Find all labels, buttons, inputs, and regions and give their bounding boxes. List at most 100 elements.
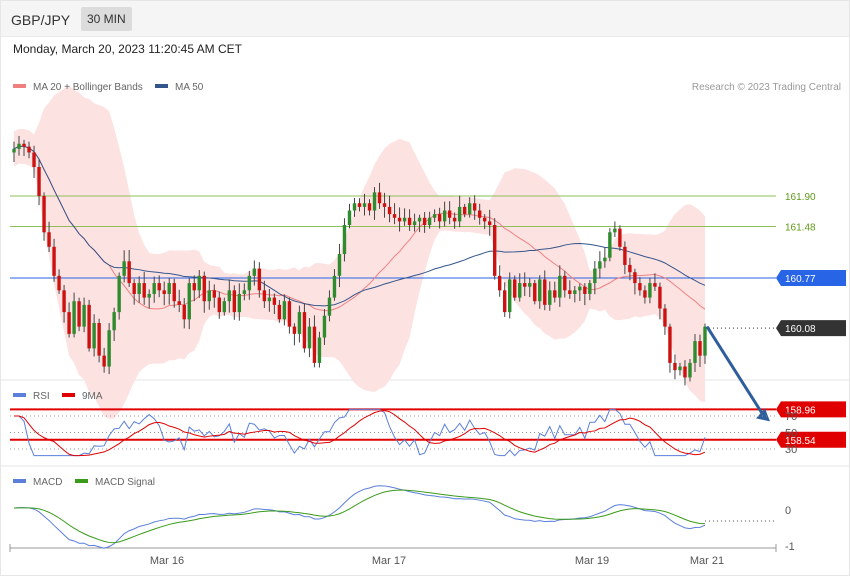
- macd-panel: 0 -1: [13, 485, 795, 553]
- candle-body: [207, 290, 211, 302]
- candle-body: [227, 290, 232, 302]
- candle-body: [528, 283, 532, 287]
- candle-body: [563, 275, 567, 291]
- candle-body: [42, 196, 46, 233]
- x-axis-label: Mar 16: [150, 555, 184, 567]
- candle-body: [152, 283, 156, 294]
- candle-body: [407, 217, 412, 226]
- candle-body: [553, 290, 557, 298]
- candle-body: [312, 326, 317, 363]
- candle-body: [272, 297, 277, 305]
- candle-body: [27, 146, 31, 153]
- candle-body: [287, 301, 292, 327]
- macd-signal-line: [13, 489, 706, 544]
- candle-body: [112, 312, 116, 331]
- candle-body: [387, 206, 392, 215]
- candle-body: [92, 322, 96, 349]
- legend-macd-label: MACD: [33, 477, 62, 488]
- last-price-label: 160.08: [785, 324, 816, 335]
- candle-body: [397, 217, 402, 222]
- candle-body: [482, 217, 487, 222]
- candle-body: [142, 283, 146, 298]
- candle-body: [127, 261, 131, 284]
- candle-body: [217, 297, 221, 313]
- candle-body: [518, 283, 522, 298]
- candle-body: [487, 221, 492, 226]
- candle-body: [603, 257, 607, 262]
- legend-swatch-macd-signal: [75, 479, 88, 483]
- candle-body: [508, 279, 512, 313]
- candle-body: [322, 315, 327, 338]
- candle-body: [648, 283, 652, 298]
- candle-body: [237, 293, 242, 313]
- candle-body: [262, 290, 267, 302]
- candle-body: [513, 279, 517, 298]
- candle-body: [317, 337, 322, 363]
- pivot-price-label: 160.77: [785, 274, 816, 285]
- candle-body: [37, 166, 41, 197]
- candle-body: [187, 283, 191, 320]
- candle-body: [22, 143, 26, 147]
- macd-tick-label: -1: [785, 541, 795, 553]
- candle-body: [523, 283, 527, 287]
- candle-body: [302, 312, 307, 349]
- support-price-label: 158.54: [785, 436, 816, 447]
- candle-body: [432, 214, 437, 218]
- legend-swatch-rsi: [13, 393, 26, 397]
- support-price-tag: [776, 431, 846, 448]
- pivot-price-tag: [776, 270, 846, 286]
- candle-body: [568, 290, 572, 294]
- candle-body: [267, 297, 272, 302]
- candle-body: [162, 290, 166, 294]
- legend-rsi-ma-label: 9MA: [82, 391, 103, 402]
- candle-body: [132, 283, 136, 294]
- candle-body: [367, 203, 372, 211]
- candle-body: [457, 206, 462, 222]
- rsi-line: [14, 408, 706, 457]
- candle-body: [197, 275, 201, 291]
- candle-body: [282, 301, 287, 320]
- candle-body: [422, 217, 427, 226]
- candle-body: [107, 330, 111, 367]
- candle-body: [467, 203, 472, 215]
- candle-body: [503, 290, 507, 313]
- rsi-tick-label: 70: [785, 411, 797, 423]
- candle-body: [357, 203, 362, 207]
- candle-body: [252, 268, 257, 276]
- candle-body: [327, 297, 332, 316]
- candle-body: [307, 326, 312, 349]
- candle-body: [292, 326, 297, 334]
- legend-rsi-label: RSI: [33, 391, 50, 402]
- candle-body: [578, 286, 582, 291]
- candle-body: [192, 283, 196, 291]
- support-price-label: 158.96: [785, 405, 816, 416]
- candle-body: [12, 148, 16, 153]
- price-tags-layer: 161.90 161.48 160.77 160.08 158.96 158.54: [776, 192, 846, 448]
- candlestick-layer: [12, 135, 707, 386]
- candle-body: [362, 203, 367, 207]
- candle-body: [122, 261, 126, 276]
- candle-body: [498, 275, 502, 291]
- candle-body: [72, 301, 76, 334]
- candle-body: [643, 290, 647, 298]
- candle-body: [628, 264, 632, 273]
- candle-body: [693, 341, 697, 363]
- candle-body: [337, 254, 342, 276]
- candle-body: [477, 210, 482, 218]
- candle-body: [342, 225, 347, 255]
- candle-body: [137, 283, 141, 294]
- candle-body: [247, 275, 252, 291]
- chart-datetime: Monday, March 20, 2023 11:20:45 AM CET: [13, 42, 243, 56]
- candle-body: [653, 283, 657, 287]
- rsi-tick-label: 30: [785, 444, 797, 456]
- timeframe-button[interactable]: 30 MIN: [81, 7, 132, 31]
- macd-tick-label: 0: [785, 505, 791, 517]
- candle-body: [543, 279, 547, 305]
- rsi-tick-label: 50: [785, 428, 797, 440]
- candle-body: [668, 326, 672, 363]
- last-price-tag: [776, 320, 846, 337]
- candle-body: [588, 283, 592, 294]
- candle-body: [492, 225, 497, 276]
- candle-body: [452, 217, 457, 222]
